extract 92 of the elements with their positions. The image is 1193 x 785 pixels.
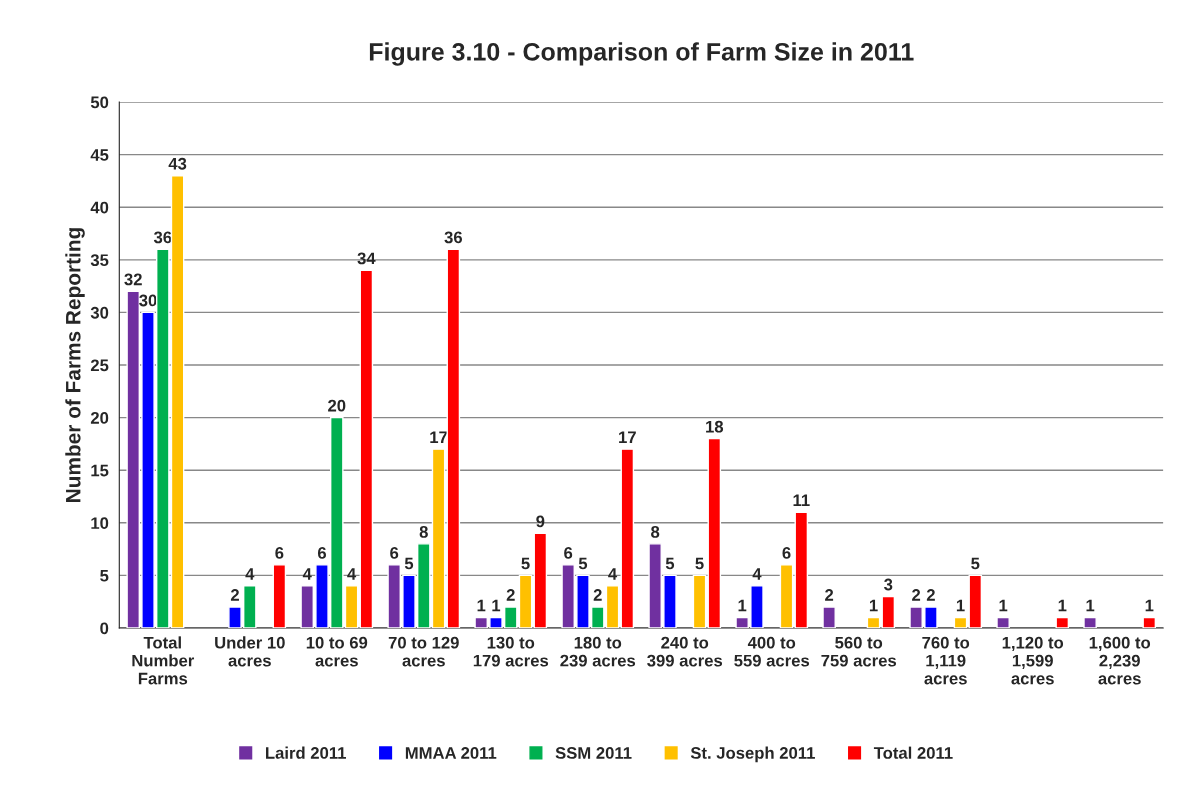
x-tick-label: Under 10 acres bbox=[215, 636, 285, 667]
data-label: 2 bbox=[912, 589, 921, 601]
data-label: 5 bbox=[521, 557, 530, 570]
data-label: 6 bbox=[275, 547, 284, 559]
bar bbox=[359, 269, 374, 628]
bar bbox=[446, 248, 461, 628]
data-label: 9 bbox=[536, 515, 545, 528]
data-label: 43 bbox=[168, 157, 187, 170]
y-axis-title: Number of Farms Reporting bbox=[65, 228, 85, 502]
y-tick-label: 0 bbox=[100, 622, 109, 635]
bar bbox=[272, 564, 287, 628]
data-label: 2 bbox=[593, 589, 602, 601]
bar bbox=[779, 564, 794, 628]
data-label: 2 bbox=[926, 589, 935, 601]
data-label: 4 bbox=[245, 568, 255, 580]
bar bbox=[1083, 616, 1097, 628]
bar bbox=[620, 448, 635, 628]
bar bbox=[1142, 616, 1157, 628]
y-tick-label: 25 bbox=[90, 359, 109, 372]
bar bbox=[996, 616, 1010, 628]
data-label: 5 bbox=[971, 557, 980, 570]
data-label: 3 bbox=[884, 578, 893, 591]
legend-label: Total 2011 bbox=[873, 746, 953, 759]
bar bbox=[692, 574, 707, 628]
y-tick-label: 50 bbox=[90, 96, 109, 109]
bar bbox=[794, 511, 809, 628]
bar bbox=[881, 595, 896, 628]
data-label: 11 bbox=[793, 494, 810, 507]
y-tick-label: 10 bbox=[91, 517, 109, 530]
data-label: 32 bbox=[124, 273, 142, 286]
y-tick-label: 20 bbox=[90, 412, 109, 424]
x-tick-label: Total Number Farms bbox=[132, 636, 195, 685]
x-tick-label: 1,600 to 2,239 acres bbox=[1089, 636, 1151, 685]
y-tick-label: 40 bbox=[90, 201, 109, 214]
bar bbox=[707, 437, 722, 628]
x-tick-label: 240 to 399 acres bbox=[647, 636, 723, 667]
data-label: 8 bbox=[651, 525, 660, 538]
data-label: 1 bbox=[956, 599, 965, 612]
y-tick-label: 45 bbox=[90, 149, 109, 161]
data-label: 5 bbox=[578, 557, 588, 570]
data-label: 5 bbox=[695, 557, 704, 570]
data-label: 2 bbox=[230, 589, 239, 601]
y-tick-label: 15 bbox=[91, 464, 109, 477]
bar bbox=[533, 532, 548, 628]
chart-title: Figure 3.10 - Comparison of Farm Size in 2011 bbox=[369, 42, 914, 66]
data-label: 1 bbox=[492, 599, 501, 612]
data-label: 4 bbox=[752, 568, 762, 580]
data-label: 20 bbox=[328, 399, 346, 412]
legend-label: MMAA 2011 bbox=[405, 747, 497, 759]
data-label: 1 bbox=[1145, 599, 1154, 612]
data-label: 1 bbox=[999, 599, 1008, 612]
bar bbox=[1055, 616, 1070, 628]
x-tick-label: 10 to 69 acres bbox=[306, 636, 368, 667]
bar bbox=[822, 606, 836, 628]
data-label: 4 bbox=[302, 568, 312, 580]
data-label: 6 bbox=[317, 547, 327, 559]
data-label: 1 bbox=[477, 599, 486, 612]
y-tick-label: 5 bbox=[100, 569, 109, 582]
data-label: 2 bbox=[825, 589, 834, 601]
data-label: 18 bbox=[706, 420, 724, 433]
x-tick-label: 400 to 559 acres bbox=[734, 636, 810, 667]
x-tick-label: 70 to 129 acres bbox=[388, 636, 459, 667]
data-label: 36 bbox=[444, 231, 463, 244]
data-label: 5 bbox=[665, 557, 675, 570]
x-tick-label: 130 to 179 acres bbox=[473, 636, 549, 667]
x-tick-label: 560 to 759 acres bbox=[821, 636, 897, 667]
data-label: 6 bbox=[390, 547, 399, 559]
x-tick-label: 760 to 1,119 acres bbox=[922, 636, 970, 685]
data-label: 1 bbox=[1058, 599, 1067, 612]
data-label: 5 bbox=[404, 557, 414, 570]
y-tick-label: 35 bbox=[90, 254, 109, 267]
x-tick-label: 180 to 239 acres bbox=[560, 636, 636, 667]
data-label: 36 bbox=[153, 231, 172, 244]
data-label: 2 bbox=[506, 589, 515, 601]
data-label: 8 bbox=[419, 525, 428, 538]
data-label: 6 bbox=[782, 547, 791, 559]
data-label: 30 bbox=[139, 294, 157, 307]
legend-label: Laird 2011 bbox=[266, 746, 346, 759]
y-tick-label: 30 bbox=[90, 306, 109, 319]
data-label: 4 bbox=[347, 568, 357, 580]
data-label: 1 bbox=[1086, 599, 1095, 612]
legend-label: SSM 2011 bbox=[555, 747, 632, 759]
bar bbox=[866, 616, 881, 628]
data-label: 17 bbox=[619, 431, 636, 443]
data-label: 6 bbox=[564, 547, 573, 559]
x-tick-label: 1,120 to 1,599 acres bbox=[1002, 636, 1064, 685]
data-label: 1 bbox=[738, 599, 747, 612]
data-label: 34 bbox=[357, 252, 376, 265]
data-label: 1 bbox=[869, 599, 878, 612]
legend-label: St. Joseph 2011 bbox=[690, 746, 815, 763]
data-label: 4 bbox=[608, 568, 618, 580]
data-label: 17 bbox=[430, 431, 448, 443]
